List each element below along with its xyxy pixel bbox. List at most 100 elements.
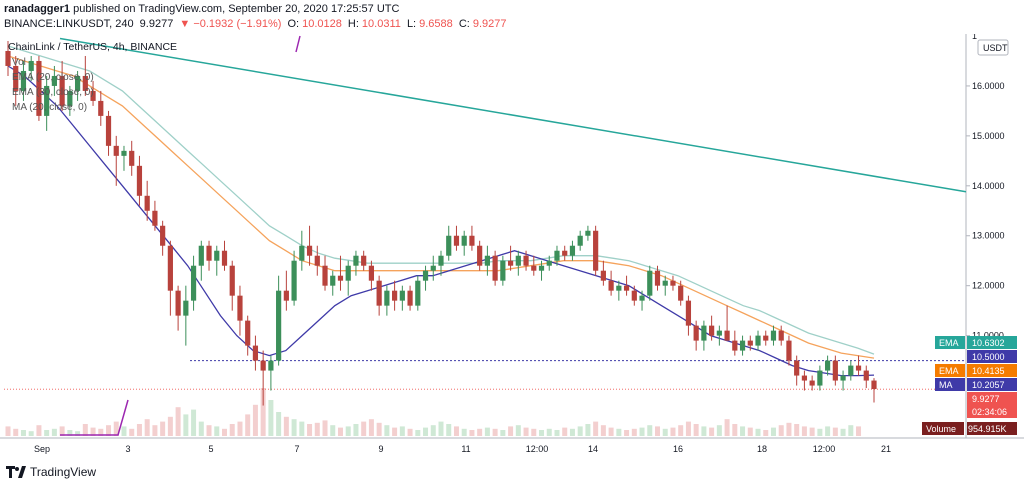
- volume-bar: [214, 426, 220, 436]
- candle-body: [368, 265, 375, 281]
- candle-body: [747, 340, 753, 346]
- candle-body: [701, 325, 707, 341]
- volume-bar: [624, 430, 630, 436]
- volume-bar: [152, 425, 158, 436]
- volume-bar: [20, 430, 26, 436]
- y-tick-label: 11.0000: [972, 331, 1004, 341]
- volume-bar: [763, 430, 769, 436]
- volume-bar: [801, 426, 807, 436]
- x-tick-label: 9: [378, 444, 383, 454]
- candle-body: [136, 165, 143, 196]
- candle-body: [198, 245, 204, 266]
- volume-bar: [276, 412, 282, 436]
- candle-body: [82, 75, 88, 91]
- volume-bar: [5, 426, 11, 436]
- volume-bar: [260, 388, 266, 436]
- candle-body: [562, 250, 568, 256]
- candle-body: [206, 245, 212, 261]
- volume-bar: [121, 426, 127, 436]
- candle-body: [554, 250, 560, 261]
- candle-body: [825, 360, 831, 371]
- candle-body: [276, 290, 282, 361]
- volume-bar: [361, 421, 367, 436]
- candle-body: [299, 245, 305, 261]
- y-tick-label: 16.0000: [972, 81, 1005, 91]
- candle-body: [631, 290, 637, 301]
- tradingview-brand: TradingView: [30, 465, 97, 479]
- legend-ema20: EMA (20, close, 0): [12, 72, 94, 83]
- candle-body: [600, 270, 606, 281]
- candle-body: [51, 75, 57, 86]
- candle-body: [538, 265, 545, 271]
- candle-body: [129, 150, 135, 166]
- volume-bar: [825, 426, 831, 436]
- publisher-name[interactable]: ranadagger1: [4, 3, 71, 15]
- candle-body: [770, 330, 777, 341]
- chart-area[interactable]: ChainLink / TetherUS, 4h, BINANCE Vol EMA …: [0, 31, 1024, 470]
- volume-bar: [59, 426, 65, 436]
- price-badge: [967, 350, 1017, 363]
- candle-body: [376, 280, 382, 306]
- candle-body: [268, 360, 274, 371]
- candle-body: [90, 90, 96, 101]
- candle-body: [840, 375, 846, 381]
- candle-body: [585, 230, 591, 236]
- close-value: 9.9277: [472, 18, 507, 30]
- volume-bar: [446, 424, 452, 436]
- candle-body: [863, 370, 869, 381]
- volume-bar: [175, 407, 181, 436]
- volume-bar: [794, 424, 800, 436]
- price-chart[interactable]: ChainLink / TetherUS, 4h, BINANCE Vol EMA …: [0, 31, 1024, 462]
- candle-body: [260, 360, 266, 371]
- volume-bar: [283, 416, 289, 436]
- chart-header: ranadagger1 published on TradingView.com…: [0, 0, 1024, 34]
- legend-title: ChainLink / TetherUS, 4h, BINANCE: [8, 41, 177, 53]
- candle-body: [832, 360, 838, 381]
- volume-ma-line: [60, 399, 129, 436]
- candle-body: [484, 255, 490, 266]
- candle-body: [523, 255, 529, 266]
- symbol-label: BINANCE:LINKUSDT, 240: [4, 18, 134, 30]
- tradingview-logo[interactable]: TradingView: [6, 465, 96, 479]
- candle-body: [755, 335, 761, 346]
- candle-body: [647, 270, 653, 296]
- candle-body: [794, 360, 800, 376]
- legend-ma: MA (20, close, 0): [12, 102, 87, 113]
- tradingview-icon: [6, 466, 26, 478]
- candle-body: [446, 235, 452, 256]
- ohlc-info: BINANCE:LINKUSDT, 240 9.9277 ▼ −0.1932 (…: [4, 18, 510, 30]
- volume-bar: [98, 428, 104, 436]
- candle-body: [546, 260, 552, 266]
- candle-body: [20, 70, 27, 91]
- candle-body: [871, 380, 877, 390]
- price-badge-value: 10.6302: [972, 338, 1005, 348]
- candle-body: [739, 340, 746, 351]
- candle-body: [113, 145, 119, 156]
- volume-bar: [832, 427, 838, 436]
- volume-bar: [222, 428, 227, 436]
- volume-bar: [477, 428, 483, 436]
- currency-label: USDT: [983, 43, 1008, 53]
- candle-body: [763, 335, 769, 341]
- candle-body: [732, 340, 738, 351]
- legend-ema30: EMA (30, close, 0): [12, 87, 94, 98]
- x-tick-label: 12:00: [813, 444, 836, 454]
- countdown-badge: [967, 405, 1017, 418]
- x-tick-label: 18: [757, 444, 767, 454]
- price-badge: [967, 378, 1017, 391]
- candle-body: [44, 85, 50, 116]
- volume-bar: [655, 426, 660, 436]
- candle-body: [685, 300, 692, 326]
- candle-body: [98, 100, 104, 116]
- candle-body: [670, 280, 676, 286]
- volume-bar: [724, 419, 730, 436]
- volume-bar: [554, 430, 560, 436]
- volume-bar: [453, 426, 459, 436]
- volume-bar: [136, 424, 142, 436]
- volume-bar: [252, 404, 258, 436]
- volume-bar: [569, 428, 575, 436]
- volume-value-label: 954.915K: [968, 424, 1007, 434]
- volume-bar: [291, 419, 297, 436]
- x-tick-label: Sep: [34, 444, 50, 454]
- volume-bar: [13, 428, 19, 436]
